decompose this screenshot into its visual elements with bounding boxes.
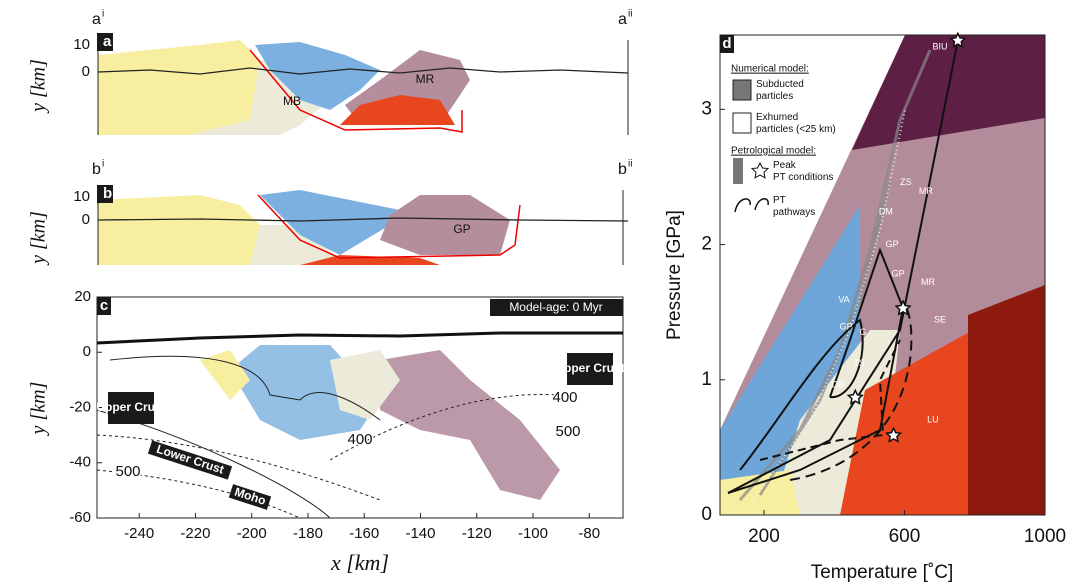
site-label: G — [859, 327, 866, 337]
panel-label-box — [97, 185, 113, 203]
y-tick-label: 20 — [74, 288, 91, 305]
y-tick-label: 0 — [82, 211, 90, 228]
unit-label: MR — [416, 72, 435, 86]
panel-label: a — [103, 33, 112, 50]
x-tick-label: -200 — [237, 525, 267, 542]
y-axis-label: y [km] — [28, 382, 50, 437]
model-age: Model-age: 0 Myr — [509, 300, 602, 314]
section-end: a — [92, 11, 101, 28]
y-axis-label: Pressure [GPa] — [664, 210, 685, 340]
y-tick-label: 0 — [83, 343, 91, 360]
isotherm-label: 400 — [347, 431, 372, 448]
y-tick-label: 0 — [82, 63, 90, 80]
isotherm-label: 400 — [552, 389, 577, 406]
site-label: SE — [934, 315, 946, 325]
x-tick-label: -100 — [518, 525, 548, 542]
site-label: ZS — [900, 177, 912, 187]
crust-label: Upper Crust — [96, 400, 165, 414]
crust-label-box — [147, 440, 233, 480]
site-label: MR — [919, 186, 933, 196]
panel-a-sections — [97, 40, 629, 135]
panel-label: d — [722, 35, 731, 52]
y-tick-label: -40 — [69, 454, 91, 471]
peak-star — [846, 388, 864, 405]
site-label: GP — [840, 321, 853, 331]
unit-label: GP — [453, 222, 470, 236]
crust-label-box — [567, 353, 613, 385]
site-label: DM — [879, 207, 893, 217]
section-end-sup: ii — [628, 9, 632, 20]
crust-label-box — [228, 484, 272, 510]
legend-text: Exhumed particles (<25 km) — [756, 112, 836, 135]
unit-label: MB — [283, 94, 301, 108]
legend-text: PT pathways — [773, 195, 815, 218]
panel-d-plot — [719, 34, 1046, 516]
x-tick-label: -120 — [462, 525, 492, 542]
x-tick-label: -220 — [180, 525, 210, 542]
section-end: b — [618, 161, 627, 178]
panel-b-sections — [97, 190, 629, 265]
peak-star — [894, 299, 912, 316]
y-tick-label: -20 — [69, 398, 91, 415]
legend-text: Numerical model: — [731, 64, 809, 75]
y-tick-label: 10 — [73, 36, 90, 53]
y-tick-label: -60 — [69, 509, 91, 526]
x-tick-label: 600 — [889, 526, 921, 547]
section-end-sup: i — [102, 159, 104, 170]
x-axis-label: Temperature [˚C] — [811, 562, 954, 583]
site-label: BIU — [932, 42, 947, 52]
section-end: a — [618, 11, 627, 28]
x-tick-label: -140 — [405, 525, 435, 542]
y-tick-label: 0 — [701, 504, 712, 525]
site-label: MR — [921, 277, 935, 287]
panel-c-plot — [96, 296, 624, 519]
x-tick-label: -180 — [293, 525, 323, 542]
site-label: LU — [927, 415, 939, 425]
y-tick-label: 3 — [701, 98, 712, 119]
crust-label: Upper Crust — [555, 361, 624, 375]
x-tick-label: -240 — [124, 525, 154, 542]
crust-label-box — [108, 392, 154, 424]
panel-label-box — [97, 33, 113, 51]
x-axis-label: x [km] — [330, 550, 389, 575]
site-label: DB — [832, 380, 845, 390]
peak-star — [884, 426, 903, 443]
x-tick-label: -160 — [349, 525, 379, 542]
x-tick-label: -80 — [578, 525, 600, 542]
panel-label: c — [100, 297, 108, 314]
site-label: TS — [853, 358, 865, 368]
y-tick-label: 10 — [73, 188, 90, 205]
legend-text: Petrological model: — [731, 146, 816, 157]
peak-star — [949, 31, 967, 48]
section-end: b — [92, 161, 101, 178]
x-tick-label: 1000 — [1024, 526, 1066, 547]
x-tick-label: 200 — [748, 526, 780, 547]
legend-text: Peak PT conditions — [773, 160, 833, 183]
y-axis-label: y [km] — [28, 59, 50, 114]
panel-label: b — [103, 185, 112, 202]
y-tick-label: 2 — [701, 234, 712, 255]
isotherm-label: 500 — [555, 423, 580, 440]
y-axis-label: y [km] — [28, 211, 50, 266]
crust-label-group: Upper Crust — [555, 353, 625, 385]
crust-label-group: Upper Crust — [96, 392, 166, 424]
site-label: GP — [892, 269, 905, 279]
y-tick-label: 1 — [701, 369, 712, 390]
site-label: VA — [838, 294, 849, 304]
legend-text: Subducted particles — [756, 79, 804, 102]
section-end-sup: i — [102, 9, 104, 20]
site-label: GP — [886, 239, 899, 249]
section-end-sup: ii — [628, 159, 632, 170]
isotherm-label: 500 — [115, 463, 140, 480]
